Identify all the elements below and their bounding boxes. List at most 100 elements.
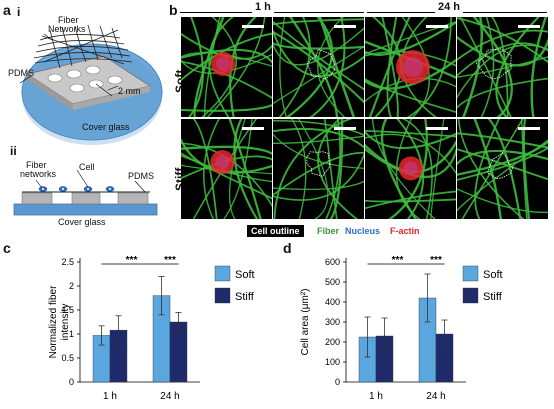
fiber-strand (457, 139, 548, 212)
micrograph-image (181, 119, 272, 219)
fiber-strand (317, 119, 359, 219)
fiber-strand (192, 119, 218, 219)
fiber-strand (372, 119, 436, 219)
fiber-strand (462, 17, 484, 117)
y-tick-label: 0 (335, 377, 340, 387)
micrograph-tile (365, 119, 456, 219)
micrograph-image (181, 17, 272, 117)
fiber-strand (487, 119, 522, 219)
fiber-strand (181, 145, 272, 156)
fiber-strand (208, 17, 235, 117)
y-tick-label: 0.5 (61, 353, 74, 363)
fiber-strand (181, 48, 272, 64)
fiber-strand (457, 148, 548, 181)
label-cover-glass-side: Cover glass (58, 217, 106, 227)
legend-swatch-soft (462, 265, 479, 282)
y-axis-label: intensity (60, 304, 71, 341)
fiber-strand (457, 119, 525, 219)
y-tick-label: 300 (325, 317, 340, 327)
fiber-strand (365, 133, 456, 175)
fiber-strand (457, 140, 548, 176)
fiber-strand (297, 119, 329, 219)
scale-bar (518, 127, 540, 130)
fiber-strand (228, 119, 246, 219)
panel-b-letter: b (169, 2, 178, 18)
chart-cell-area: 0 100 200 300 400 500 600 1 h 24 h *** *** Soft Stif… (300, 255, 503, 402)
y-tick-label: 1.5 (61, 305, 74, 315)
x-tick-label: 24 h (160, 391, 179, 402)
fiber-strand (407, 17, 452, 117)
y-tick-label: 100 (325, 357, 340, 367)
x-tick-label: 24 h (426, 391, 445, 402)
fiber-strand (365, 130, 456, 149)
label-cover-glass-top: Cover glass (82, 122, 130, 132)
fiber-strand (474, 119, 501, 219)
micrograph-image (457, 119, 548, 219)
fiber-strand (325, 119, 341, 219)
fiber-strand (228, 119, 262, 219)
fiber-strand (473, 119, 503, 219)
legend-label-stiff: Stiff (483, 291, 503, 303)
fiber-strand (461, 119, 524, 219)
fiber-strand (181, 154, 272, 183)
cell-outline (306, 151, 330, 177)
fiber-strand (457, 188, 548, 214)
fiber-strand (457, 42, 548, 77)
legend-swatch-stiff (462, 287, 479, 304)
nucleus-blob (402, 57, 423, 78)
legend-fiber: Fiber (317, 226, 340, 236)
fiber-strand (273, 27, 364, 66)
fiber-strand (457, 35, 548, 67)
micrograph-tile (181, 17, 272, 117)
legend-swatch-soft (214, 265, 231, 282)
fiber-strand (457, 17, 548, 64)
fiber-strand (201, 17, 238, 117)
legend-cell-outline: Cell outline (247, 225, 304, 237)
time-header-24h: 24 h (435, 1, 464, 13)
y-tick-label: 0 (69, 377, 74, 387)
fiber-strand (472, 17, 513, 117)
label-networks-side: networks (20, 169, 57, 179)
label-pdms-side: PDMS (128, 171, 155, 181)
micrograph-image (273, 119, 364, 219)
legend-label-soft: Soft (483, 269, 503, 281)
fiber-strand (317, 17, 346, 117)
cell-outline (475, 48, 512, 80)
significance-label: *** (430, 255, 442, 266)
nucleus-blob (216, 56, 231, 71)
micrograph-tile (365, 17, 456, 117)
fiber-strand (181, 155, 272, 180)
fiber-strand (273, 152, 364, 201)
fiber-strand (289, 17, 339, 117)
fiber-strand (386, 17, 398, 117)
label-2mm: 2 mm (118, 86, 141, 96)
legend-label-soft: Soft (235, 269, 255, 281)
fiber-strand (490, 17, 509, 117)
fiber-strand (290, 119, 307, 219)
fiber-strand (365, 198, 456, 203)
label-fiber: Fiber (58, 15, 79, 25)
x-tick-label: 1 h (103, 391, 117, 402)
fiber-strand (459, 17, 512, 117)
chart-fiber-intensity: 0 0.5 1 1.5 2 2.5 1 h 24 h *** *** Soft Stiff Normal… (48, 255, 255, 402)
label-pdms-top: PDMS (8, 68, 35, 78)
y-tick-label: 2 (69, 281, 74, 291)
fiber-strand (480, 17, 495, 117)
fiber-strand (387, 119, 428, 219)
legend-nucleus: Nucleus (345, 226, 381, 236)
fiber-strand (457, 149, 548, 166)
fiber-strand (401, 17, 430, 117)
y-tick-label: 2.5 (61, 257, 74, 267)
label-fiber-side: Fiber (26, 160, 47, 170)
panel-c-letter: c (3, 240, 11, 256)
fiber-strand (380, 119, 418, 219)
fiber-strand (273, 29, 364, 77)
scale-bar (426, 25, 448, 28)
fiber-strand (371, 17, 402, 117)
fiber-strand (401, 119, 433, 219)
fiber-strand (181, 32, 272, 60)
nucleus-blob (215, 155, 230, 170)
y-axis-label: Cell area (μm²) (300, 289, 311, 356)
fiber-strand (273, 20, 364, 91)
scale-bar (334, 127, 356, 130)
